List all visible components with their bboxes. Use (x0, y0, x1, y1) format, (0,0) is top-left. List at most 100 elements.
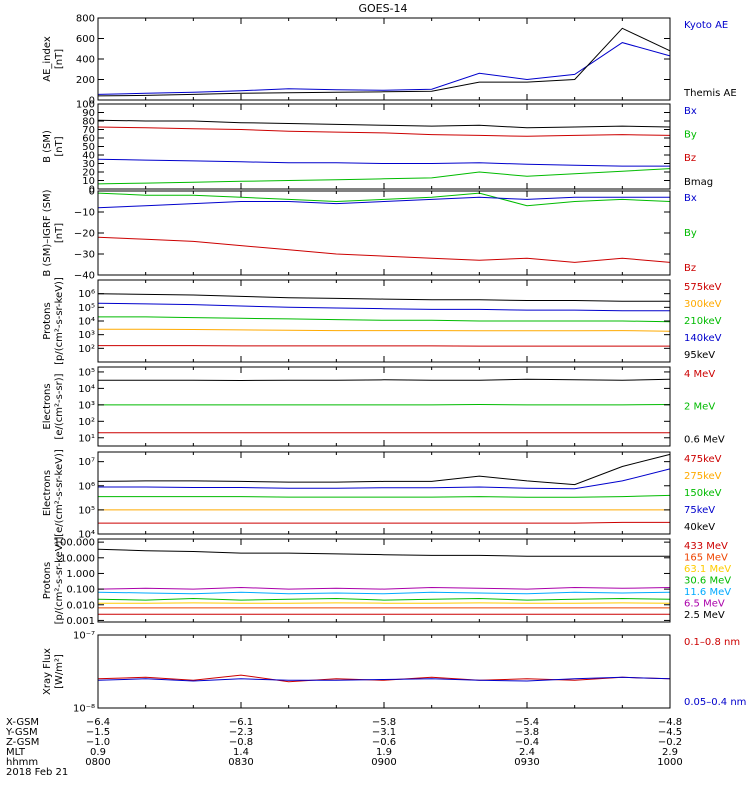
ytick-label-electrons2-0: 10⁴ (78, 530, 95, 541)
ytick-label-xray-1: 10⁻⁷ (73, 631, 95, 642)
ytick-label-bsm-4: 40 (82, 151, 95, 162)
footer-value-2-3: −0.4 (515, 737, 539, 748)
series-line-xray-0 (97, 674, 671, 683)
series-line-xray-1 (97, 676, 671, 682)
panel-frame-bsm (97, 103, 671, 190)
footer-label-1: Y-GSM (5, 727, 38, 738)
legend-electrons1-1: 2 MeV (684, 402, 715, 413)
footer-value-4-1: 0830 (228, 757, 253, 768)
legend-bigrf-2: Bz (684, 263, 696, 274)
ytick-label-bsm-0: 0 (89, 185, 95, 196)
legend-protons2-5: 6.5 MeV (684, 599, 725, 610)
ytick-label-bsm-1: 10 (82, 176, 95, 187)
series-line-protons1-2 (98, 316, 671, 323)
footer-value-0-2: −5.8 (372, 717, 396, 728)
legend-bsm-2: Bz (684, 153, 696, 164)
ytick-label-ae-0: 0 (89, 96, 95, 107)
legend-bsm-3: Bmag (684, 177, 713, 188)
panel-xray: 10⁻⁸ 10⁻⁷ Xray Flux [W/m²] 0.1–0.8 nm 0.05–0.… (42, 631, 746, 715)
ylabel-xray-0: Xray Flux (42, 648, 53, 695)
ytick-label-bsm-3: 30 (82, 159, 95, 170)
ytick-label-bigrf-4: 0 (89, 187, 95, 198)
ytick-label-electrons1-0: 10¹ (78, 433, 95, 444)
ytick-label-protons2-2: 0.100 (66, 585, 95, 596)
footer-value-1-2: −3.1 (372, 727, 396, 738)
series-line-protons2-2 (97, 591, 671, 595)
ytick-label-bigrf-2: −20 (74, 229, 95, 240)
series-line-bsm-1 (97, 126, 671, 137)
footer-value-1-0: −1.5 (86, 727, 110, 738)
footer-value-3-3: 2.4 (519, 747, 535, 758)
legend-protons2-6: 2.5 MeV (684, 610, 725, 621)
legend-xray-0: 0.1–0.8 nm (684, 637, 740, 648)
series-line-bsm-0 (97, 119, 671, 129)
legend-bsm-1: By (684, 130, 697, 141)
series-line-electrons1-0 (98, 378, 671, 382)
ylabel-electrons1-1: [e/(cm²-s-sr)] (54, 373, 65, 439)
legend-electrons2-4: 40keV (684, 522, 715, 533)
legend-electrons2-0: 475keV (684, 454, 722, 465)
ylabel-electrons1-0: Electrons (42, 383, 53, 429)
ytick-label-bsm-5: 50 (82, 142, 95, 153)
ytick-label-bigrf-1: −30 (74, 250, 95, 261)
footer-value-0-3: −5.4 (515, 717, 539, 728)
ytick-label-ae-4: 800 (76, 14, 95, 25)
ylabel-electrons2-0: Electrons (42, 470, 53, 516)
ytick-label-bsm-2: 20 (82, 168, 95, 179)
panel-protons2: 0.001 0.010 0.100 1.000 10.000 100.000 Protons… (42, 537, 731, 627)
footer: X-GSM −6.4 −6.1 −5.8 −5.4 −4.8 Y-GSM −1.5 −2.3 −3… (5, 717, 683, 778)
footer-label-4: hhmm (6, 757, 38, 768)
legend-xray-1: 0.05–0.4 nm (684, 697, 746, 708)
ytick-label-protons1-4: 10⁶ (78, 289, 95, 300)
ylabel-ae-1: [nT] (54, 49, 65, 69)
footer-label-2: Z-GSM (6, 737, 39, 748)
ylabel-ae-0: AE_index (42, 36, 53, 82)
ytick-label-protons1-3: 10⁵ (78, 303, 95, 314)
ytick-label-protons2-5: 100.000 (54, 538, 95, 549)
footer-value-4-2: 0900 (371, 757, 396, 768)
legend-protons1-0: 575keV (684, 282, 722, 293)
panel-electrons2: 10⁴ 10⁵ 10⁶ 10⁷ Electrons [e/(cm²-s-sr-keV)] 4… (42, 449, 722, 540)
panel-bigrf: −40 −30 −20 −10 0 B (SM)–IGRF (SM) [nT] Bx By Bz (42, 187, 697, 282)
panel-frame-ae (97, 17, 671, 101)
series-line-electrons2-1 (98, 468, 671, 490)
footer-value-3-2: 1.9 (376, 747, 392, 758)
footer-value-2-2: −0.6 (372, 737, 396, 748)
ytick-label-ae-1: 200 (76, 75, 95, 86)
series-line-bigrf-0 (97, 192, 671, 207)
legend-electrons2-3: 75keV (684, 505, 715, 516)
footer-value-2-0: −1.0 (86, 737, 110, 748)
legend-protons2-0: 433 MeV (684, 541, 728, 552)
legend-bigrf-1: By (684, 228, 697, 239)
ytick-label-protons1-2: 10⁴ (78, 317, 95, 328)
ytick-label-protons2-4: 10.000 (60, 553, 95, 564)
footer-value-0-1: −6.1 (229, 717, 253, 728)
ytick-label-bsm-7: 70 (82, 125, 95, 136)
ytick-label-bigrf-0: −40 (74, 271, 95, 282)
series-line-bigrf-1 (97, 196, 670, 209)
series-line-protons2-1 (97, 586, 671, 590)
ylabel-xray-1: [W/m²] (54, 654, 65, 689)
ylabel-protons1-0: Protons (42, 302, 53, 339)
panel-frame-xray (97, 634, 671, 709)
plot-title: GOES-14 (358, 2, 407, 15)
series-line-electrons2-4 (98, 521, 670, 524)
footer-value-1-1: −2.3 (229, 727, 253, 738)
footer-date: 2018 Feb 21 (6, 767, 68, 778)
series-line-electrons2-2 (98, 494, 671, 498)
legend-bigrf-0: Bx (684, 193, 697, 204)
legend-electrons2-1: 275keV (684, 471, 722, 482)
ylabel-protons2-0: Protons (42, 562, 53, 599)
series-line-protons1-1 (97, 302, 670, 312)
ytick-label-bigrf-3: −10 (74, 208, 95, 219)
ylabel-protons2-1: [p/(cm²-s-sr-keV)] (54, 537, 65, 625)
panel-frame-electrons1 (97, 366, 671, 447)
ytick-label-protons1-1: 10³ (78, 330, 95, 341)
series-line-ae-1 (97, 27, 671, 97)
ylabel-bigrf-1: [nT] (54, 223, 65, 243)
ytick-label-bsm-9: 90 (82, 108, 95, 119)
footer-value-4-4: 1000 (657, 757, 682, 768)
panel-electrons1: 10¹ 10² 10³ 10⁴ 10⁵ Electrons [e/(cm²-s-sr)] 4 … (42, 366, 725, 447)
